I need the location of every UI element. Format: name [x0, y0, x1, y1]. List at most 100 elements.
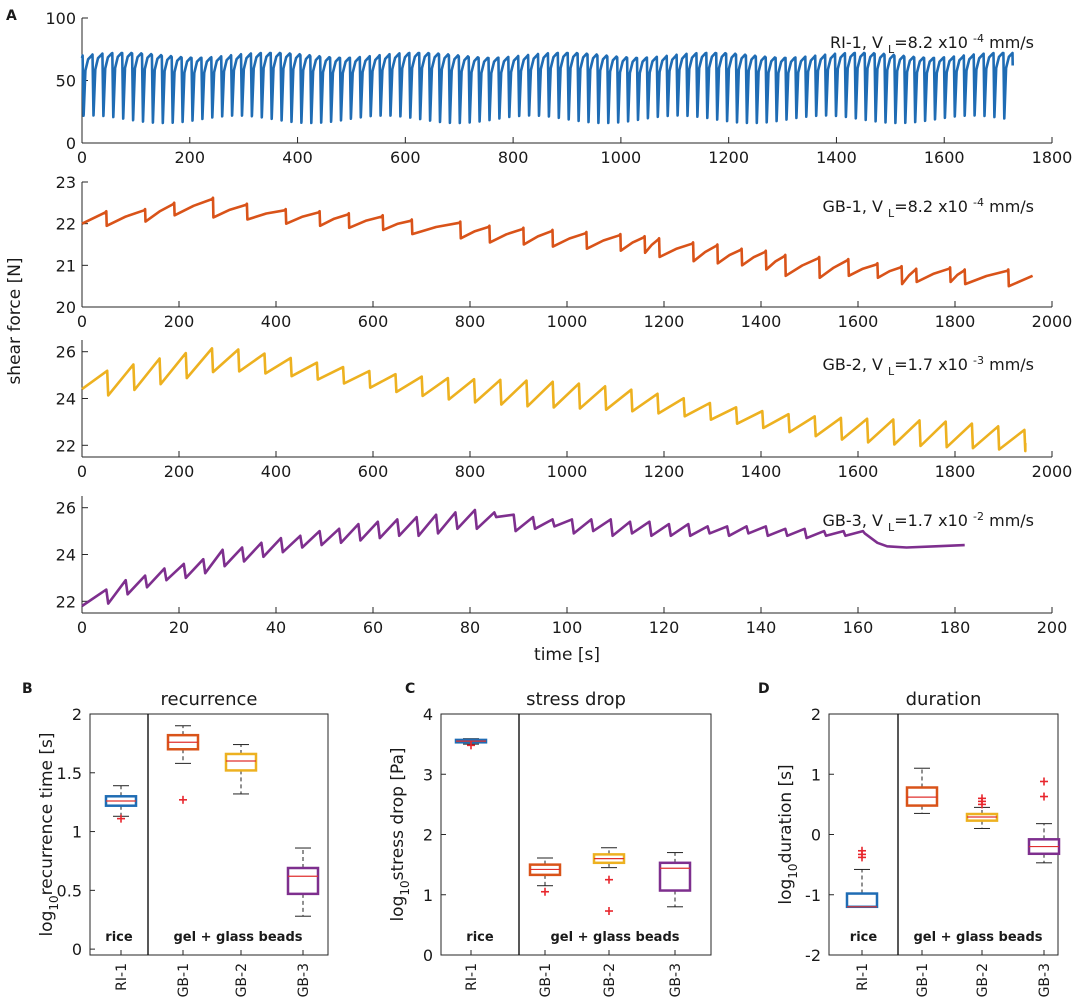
- series-line-GB-2: [81, 347, 1027, 453]
- x-tick-label: 1000: [601, 148, 642, 167]
- outlier-marker: [467, 741, 475, 750]
- box-GB-2: [965, 794, 999, 829]
- y-tick-label: 26: [56, 499, 76, 518]
- y-tick-label: 26: [56, 343, 76, 362]
- x-tick-label: GB-2: [975, 963, 991, 997]
- x-tick-label: 200: [175, 148, 206, 167]
- y-axis-title: log10recurrence time [s]: [37, 732, 61, 936]
- y-tick-label: 3: [423, 765, 433, 784]
- annotation-prefix: GB-3, V: [823, 511, 889, 530]
- panel-letter-d: D: [758, 681, 770, 697]
- y-title-subscript: 10: [786, 863, 800, 878]
- box-GB-3: [1027, 777, 1061, 864]
- x-tick-label: GB-1: [176, 963, 192, 997]
- annotation-subscript: L: [888, 207, 895, 220]
- x-tick-label: 200: [164, 462, 195, 481]
- box-GB-3: [286, 847, 320, 917]
- annotation-main: =8.2 x10: [894, 33, 973, 52]
- y-tick-label: 21: [56, 256, 76, 275]
- x-tick-label: 60: [363, 618, 383, 637]
- annotation-prefix: GB-1, V: [823, 197, 889, 216]
- timeseries-panel-GB-3: 0 20 40 60 80 100 120 140 160 180 200 22 24 26 GB-3, V…: [56, 496, 1068, 665]
- box-GB-2: [592, 847, 626, 916]
- series-annotation: GB-2, V L=1.7 x10 -3 mm/s: [823, 354, 1034, 378]
- x-tick-label: 1200: [644, 312, 685, 331]
- x-tick-label: 20: [169, 618, 189, 637]
- y-tick-label: 100: [45, 9, 76, 28]
- x-tick-label: 2000: [1032, 312, 1073, 331]
- annotation-suffix: mm/s: [984, 355, 1034, 374]
- y-tick-label: 1: [811, 765, 821, 784]
- x-tick-label: RI-1: [464, 963, 480, 991]
- y-tick-label: 1.5: [57, 764, 82, 783]
- x-tick-label: 200: [1037, 618, 1068, 637]
- box-body: [845, 892, 879, 909]
- annotation-suffix: mm/s: [984, 511, 1034, 530]
- x-tick-label: 0: [77, 462, 87, 481]
- annotation-main: =1.7 x10: [894, 355, 973, 374]
- box-body: [286, 866, 320, 896]
- x-tick-label: 120: [649, 618, 680, 637]
- x-tick-label: 1800: [935, 312, 976, 331]
- series-line-GB-1: [81, 196, 1034, 288]
- boxplot-panel-stress-drop: stress drop log10stress drop [Pa] 0 1 2 3 4 RI-…: [388, 689, 712, 997]
- y-tick-label: 50: [56, 72, 76, 91]
- x-tick-label: 180: [940, 618, 971, 637]
- x-tick-label: 0: [77, 148, 87, 167]
- y-tick-label: 22: [56, 592, 76, 611]
- annotation-superscript: -4: [973, 196, 984, 209]
- y-tick-label: 23: [56, 173, 76, 192]
- y-title-rest: duration [s]: [776, 764, 796, 863]
- x-tick-label: 0: [77, 312, 87, 331]
- series-annotation: GB-3, V L=1.7 x10 -2 mm/s: [823, 510, 1034, 534]
- x-tick-label: 40: [266, 618, 286, 637]
- y-tick-label: 24: [56, 390, 76, 409]
- boxplot-panel-recurrence: recurrence log10recurrence time [s] 0 0.5 1 1…: [37, 689, 329, 997]
- annotation-suffix: mm/s: [984, 33, 1034, 52]
- outlier-marker: [858, 846, 866, 855]
- box-GB-1: [528, 857, 562, 896]
- x-tick-label: 1800: [1032, 148, 1073, 167]
- panel-letter-b: B: [22, 681, 33, 697]
- box-RI-1: [845, 846, 879, 909]
- group-label-right: gel + glass beads: [914, 930, 1043, 945]
- shared-y-label: shear force [N]: [5, 257, 25, 384]
- annotation-main: =8.2 x10: [894, 197, 973, 216]
- annotation-prefix: GB-2, V: [823, 355, 889, 374]
- outlier-marker: [978, 794, 986, 803]
- x-tick-label: 600: [390, 148, 421, 167]
- panel-title: duration: [906, 689, 982, 710]
- y-axis-title: log10stress drop [Pa]: [388, 747, 412, 921]
- x-tick-label: 800: [455, 462, 486, 481]
- boxplot-panel-duration: duration log10duration [s] -2 -1 0 1 2 RI-1 GB-1…: [776, 689, 1061, 997]
- y-title-subscript: 10: [398, 880, 412, 895]
- group-label-right: gel + glass beads: [174, 930, 303, 945]
- x-tick-label: 1600: [838, 462, 879, 481]
- series-annotation: GB-1, V L=8.2 x10 -4 mm/s: [823, 196, 1034, 220]
- x-tick-label: GB-2: [234, 963, 250, 997]
- x-tick-label: 200: [164, 312, 195, 331]
- outlier-marker: [117, 814, 125, 823]
- outlier-marker: [605, 907, 613, 916]
- x-tick-label: 600: [358, 462, 389, 481]
- annotation-main: =1.7 x10: [894, 511, 973, 530]
- x-tick-label: 100: [552, 618, 583, 637]
- y-title-log: log: [776, 879, 796, 905]
- x-tick-label: 1400: [816, 148, 857, 167]
- annotation-subscript: L: [888, 521, 895, 534]
- group-label-left: rice: [466, 930, 494, 945]
- series-line-RI-1: [80, 51, 1014, 125]
- box-body: [905, 786, 939, 807]
- box-GB-3: [658, 852, 692, 908]
- annotation-prefix: RI-1, V: [830, 33, 888, 52]
- outlier-marker: [1040, 792, 1048, 801]
- x-tick-label: GB-1: [538, 963, 554, 997]
- plot-frame: [89, 713, 329, 956]
- x-tick-label: RI-1: [114, 963, 130, 991]
- y-axis-title: log10duration [s]: [776, 764, 800, 904]
- x-tick-label: 80: [460, 618, 480, 637]
- y-tick-label: 0: [423, 946, 433, 965]
- x-axis-title: time [s]: [534, 645, 600, 665]
- y-tick-label: 2: [423, 826, 433, 845]
